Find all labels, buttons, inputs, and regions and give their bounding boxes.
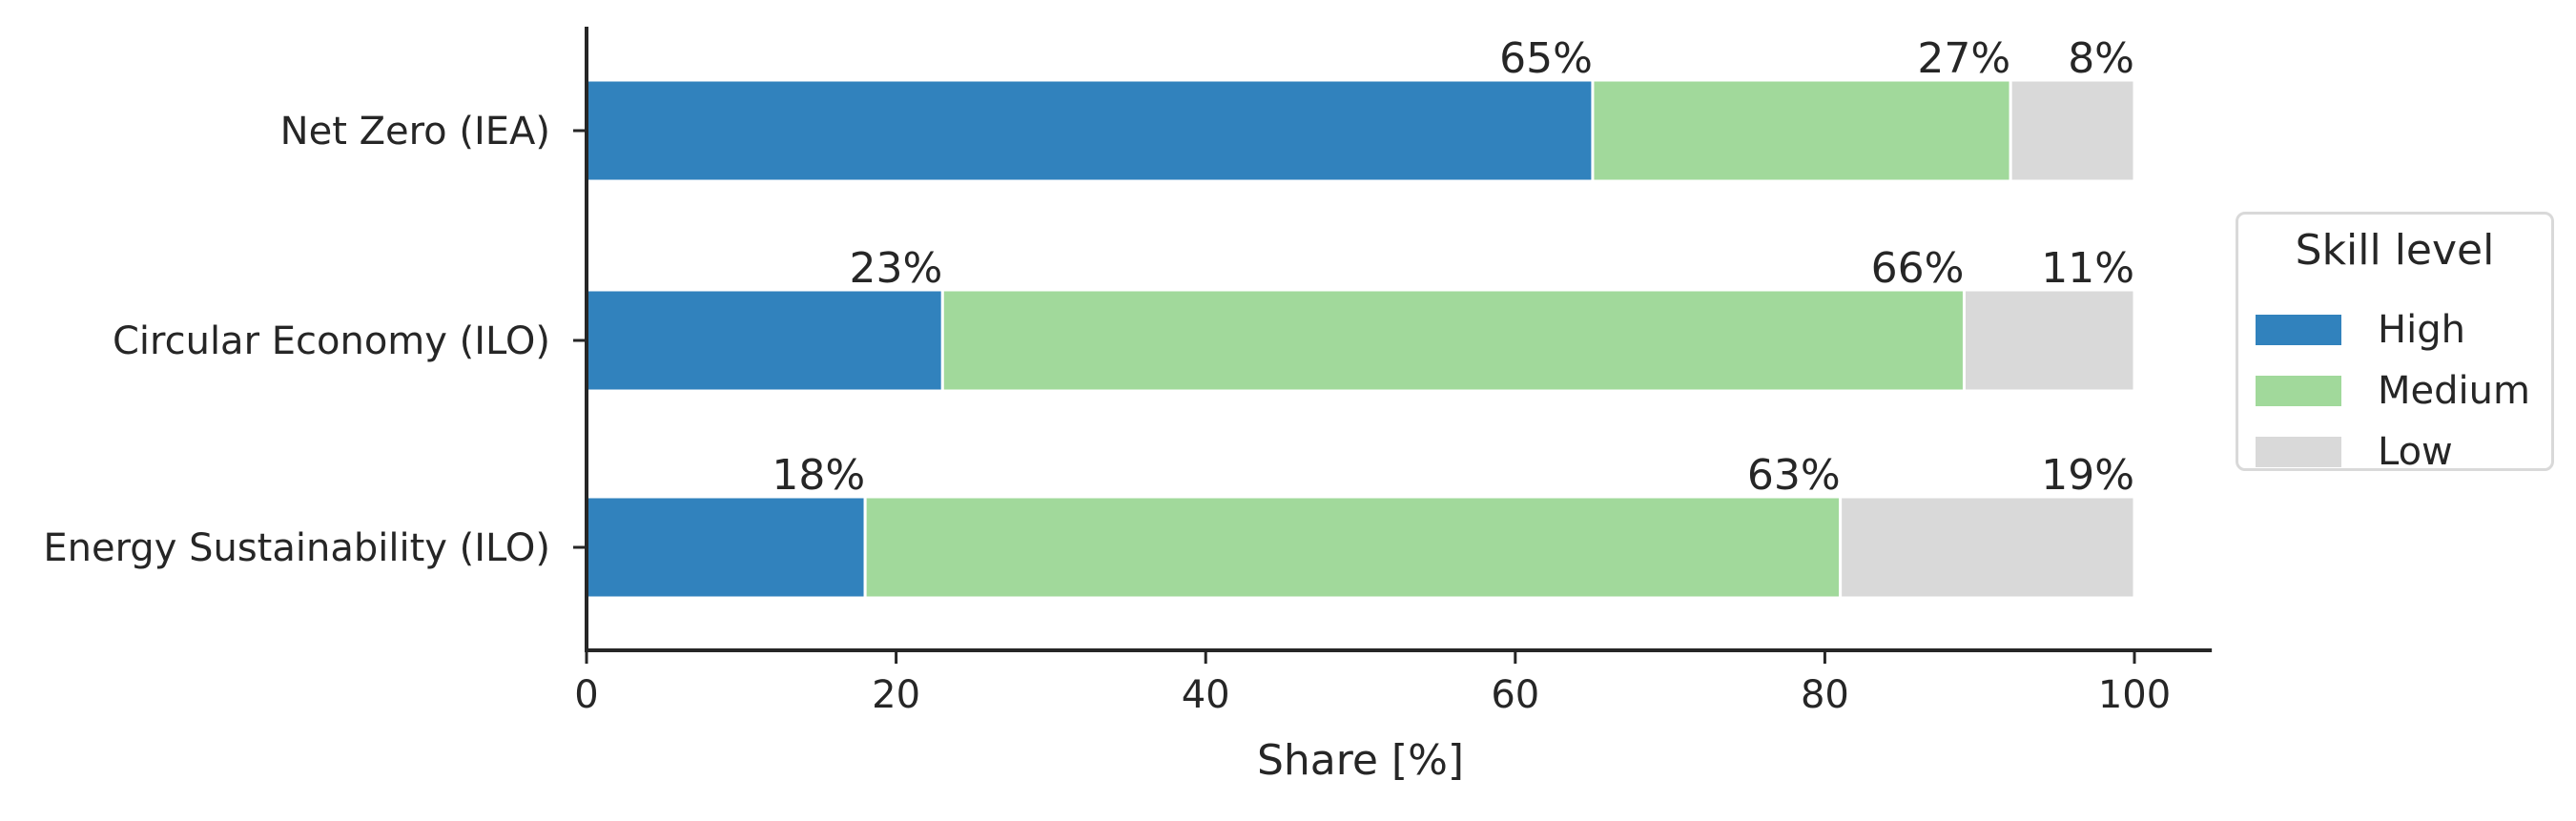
bar-net-zero-iea-low xyxy=(2009,78,2136,183)
bars-group xyxy=(585,78,2136,600)
value-label-circular-economy-ilo-low: 11% xyxy=(2041,244,2134,293)
value-label-circular-economy-ilo-high: 23% xyxy=(849,244,942,293)
bar-net-zero-iea-medium xyxy=(1591,78,2012,183)
legend-swatch-high xyxy=(2256,315,2341,345)
legend-label-high: High xyxy=(2378,308,2465,352)
y-tick-label-circular-economy-ilo: Circular Economy (ILO) xyxy=(113,319,550,363)
legend-swatch-medium xyxy=(2256,376,2341,406)
x-tick-label-60: 60 xyxy=(1491,673,1539,717)
bar-circular-economy-ilo-low xyxy=(1962,288,2136,393)
x-tick-label-40: 40 xyxy=(1182,673,1230,717)
bar-circular-economy-ilo-medium xyxy=(940,288,1966,393)
legend-item-low: Low xyxy=(2256,428,2453,476)
legend-item-medium: Medium xyxy=(2256,367,2530,415)
y-tick-label-energy-sustainability-ilo: Energy Sustainability (ILO) xyxy=(43,526,550,570)
legend: Skill level High Medium Low xyxy=(2236,212,2554,474)
legend-label-medium: Medium xyxy=(2378,369,2530,413)
bar-energy-sustainability-ilo-high xyxy=(585,495,867,600)
x-tick-label-100: 100 xyxy=(2098,673,2171,717)
value-label-net-zero-iea-high: 65% xyxy=(1499,34,1593,83)
value-label-circular-economy-ilo-medium: 66% xyxy=(1871,244,1965,293)
value-label-energy-sustainability-ilo-low: 19% xyxy=(2041,451,2134,500)
axes-group: Net Zero (IEA) Circular Economy (ILO) Ener… xyxy=(43,27,2213,785)
value-label-net-zero-iea-medium: 27% xyxy=(1917,34,2010,83)
value-label-net-zero-iea-low: 8% xyxy=(2068,34,2134,83)
y-tick-label-net-zero-iea: Net Zero (IEA) xyxy=(280,110,550,154)
x-tick-label-0: 0 xyxy=(574,673,598,717)
bar-energy-sustainability-ilo-medium xyxy=(863,495,1843,600)
bar-circular-economy-ilo-high xyxy=(585,288,944,393)
x-axis-title: Share [%] xyxy=(1257,736,1464,785)
value-label-energy-sustainability-ilo-medium: 63% xyxy=(1747,451,1841,500)
legend-label-low: Low xyxy=(2378,430,2453,474)
bar-labels-group: 65% 27% 8% 23% 66% 11% 18% 63% 19% xyxy=(772,34,2134,500)
legend-swatch-low xyxy=(2256,437,2341,467)
legend-title: Skill level xyxy=(2295,226,2495,275)
x-tick-label-80: 80 xyxy=(1801,673,1849,717)
bar-energy-sustainability-ilo-low xyxy=(1839,495,2136,600)
legend-item-high: High xyxy=(2256,306,2465,354)
value-label-energy-sustainability-ilo-high: 18% xyxy=(772,451,865,500)
bar-net-zero-iea-high xyxy=(585,78,1595,183)
x-tick-label-20: 20 xyxy=(872,673,920,717)
